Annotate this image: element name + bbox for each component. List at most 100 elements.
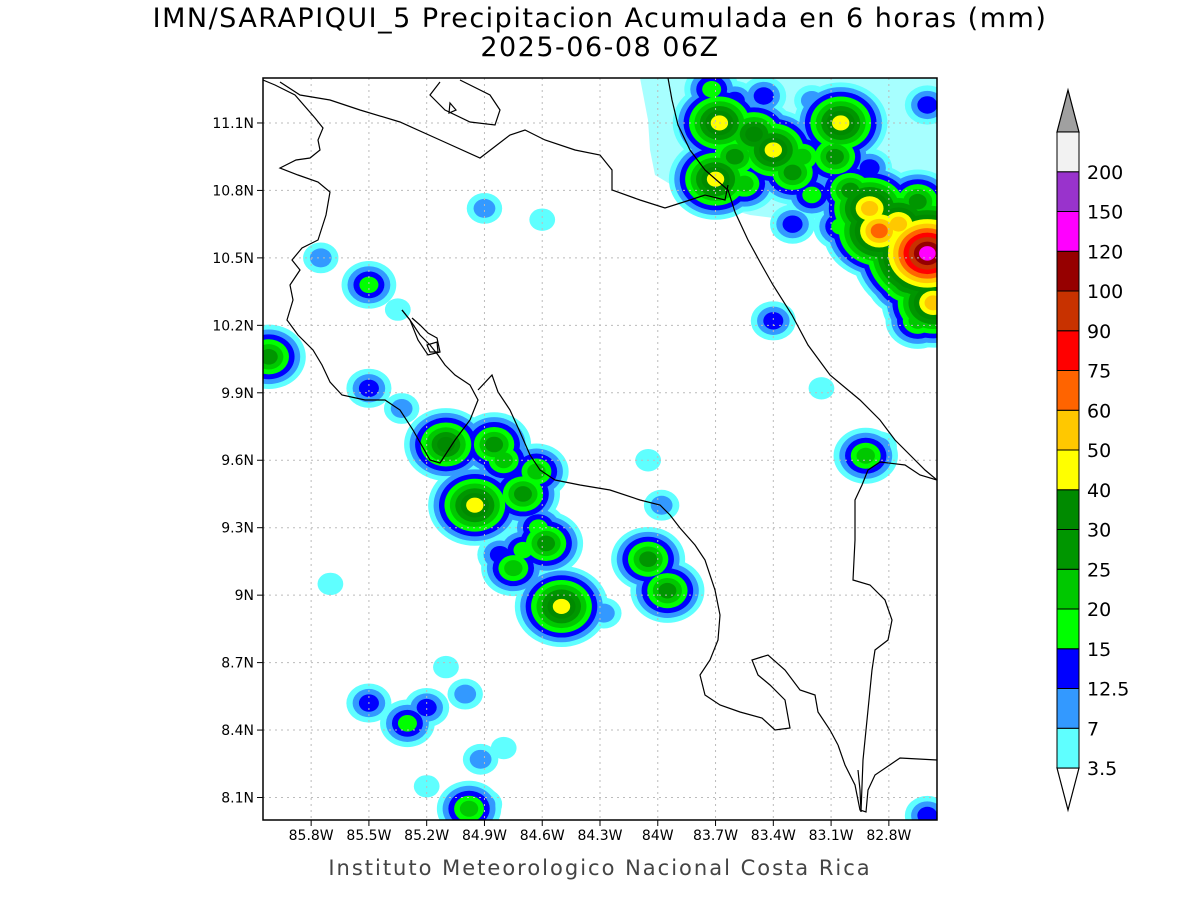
y-tick-label: 8.7N — [221, 656, 254, 672]
x-tick-label: 84.6W — [520, 828, 565, 844]
colorbar-swatch — [1056, 608, 1080, 650]
precip-contour — [466, 497, 484, 513]
grid-lines — [263, 78, 937, 820]
footer-credit: Instituto Meteorologico Nacional Costa R… — [328, 856, 872, 880]
colorbar-swatch — [1056, 648, 1080, 689]
precip-contour — [870, 223, 888, 239]
colorbar-label: 150 — [1087, 202, 1123, 224]
precip-contour — [782, 215, 803, 233]
precip-contour — [309, 248, 332, 268]
x-axis-ticks: 85.8W 85.5W 85.2W 84.9W 84.6W 84.3W 84W 83.7W 83… — [289, 820, 912, 844]
colorbar-swatch — [1056, 330, 1080, 371]
y-axis-ticks: 11.1N 10.8N 10.5N 10.2N 9.9N 9.6N 9.3N 9N 8.7N 8.… — [212, 116, 263, 807]
y-tick-label: 9.9N — [221, 386, 254, 402]
colorbar-label: 3.5 — [1087, 758, 1117, 780]
colorbar-swatch — [1056, 290, 1080, 332]
map-subtitle: 2025-06-08 06Z — [480, 32, 720, 63]
colorbar-label: 60 — [1087, 400, 1111, 422]
colorbar-label: 90 — [1087, 321, 1111, 343]
precip-contour — [485, 436, 504, 453]
x-tick-label: 85.5W — [346, 828, 391, 844]
y-tick-label: 10.5N — [212, 251, 254, 267]
colorbar-swatch — [1056, 370, 1080, 411]
colorbar-swatch — [1056, 131, 1080, 173]
colorbar-label: 12.5 — [1087, 679, 1129, 701]
panama-border — [852, 461, 937, 813]
y-tick-label: 10.2N — [212, 318, 254, 334]
precip-contour — [358, 379, 379, 398]
precip-contour — [359, 276, 379, 294]
precip-contour — [725, 148, 744, 165]
precip-contour — [889, 216, 908, 232]
y-tick-label: 11.1N — [212, 116, 254, 132]
y-tick-label: 9.3N — [221, 521, 254, 537]
lake-nicaragua-shore — [279, 81, 729, 209]
x-tick-label: 84.3W — [577, 828, 622, 844]
colorbar-label: 75 — [1087, 361, 1111, 383]
precip-contour — [433, 655, 459, 679]
lake-island — [448, 101, 457, 114]
precip-contour — [454, 684, 477, 704]
precip-contour — [825, 148, 844, 165]
colorbar-swatch — [1056, 171, 1080, 212]
colorbar-bottom-arrow — [1056, 767, 1080, 813]
colorbar-label: 100 — [1087, 281, 1123, 303]
precip-contour — [764, 142, 783, 158]
precip-contour — [490, 736, 517, 760]
colorbar-label: 15 — [1087, 639, 1111, 661]
x-tick-label: 84W — [642, 828, 674, 844]
small-island — [426, 341, 439, 353]
precip-contour — [317, 572, 344, 596]
precip-contour — [753, 87, 774, 105]
precip-contour — [504, 560, 523, 577]
colorbar-legend: 3.5 7 12.5 15 20 25 30 40 50 60 75 90 100 120 150 200 — [1056, 87, 1129, 813]
colorbar-swatch — [1056, 211, 1080, 252]
x-tick-label: 83.4W — [751, 828, 796, 844]
x-tick-label: 85.2W — [404, 828, 449, 844]
y-tick-label: 8.1N — [221, 791, 254, 807]
precip-contour — [416, 698, 437, 717]
precip-contour — [263, 349, 278, 365]
precip-contour — [808, 377, 835, 400]
precip-contour — [783, 164, 802, 181]
y-tick-label: 8.4N — [221, 723, 254, 739]
precip-contour — [856, 447, 875, 464]
precip-contour — [437, 436, 455, 453]
x-tick-label: 83.7W — [693, 828, 738, 844]
precip-contour — [650, 495, 673, 515]
precip-contour — [917, 96, 937, 114]
lake-nicaragua-inner — [429, 79, 501, 126]
precip-contour — [527, 463, 546, 480]
precip-contour — [917, 806, 937, 820]
colorbar-label: 50 — [1087, 440, 1111, 462]
precip-contour — [390, 399, 413, 419]
colorbar-label: 120 — [1087, 241, 1123, 263]
x-tick-label: 84.9W — [462, 828, 507, 844]
colorbar-label: 200 — [1087, 162, 1123, 184]
precip-contour — [513, 486, 532, 502]
colorbar-swatch — [1056, 529, 1080, 570]
map-title: IMN/SARAPIQUI_5 Precipitacion Acumulada … — [152, 3, 1048, 34]
precip-contour — [908, 193, 927, 210]
colorbar-swatch — [1056, 688, 1080, 729]
colorbar-label: 30 — [1087, 520, 1111, 542]
precip-contour — [384, 298, 411, 321]
precip-contour — [919, 246, 936, 261]
coastline-borders — [263, 78, 937, 813]
precip-contour — [397, 715, 417, 732]
colorbar-swatch — [1056, 449, 1080, 491]
gulf-of-nicoya — [401, 309, 441, 356]
y-tick-label: 9.6N — [221, 453, 254, 469]
colorbar-label: 25 — [1087, 559, 1111, 581]
precip-contour — [529, 208, 556, 231]
colorbar-swatch — [1056, 489, 1080, 530]
precipitation-field — [263, 78, 937, 820]
punta-burica — [857, 769, 862, 813]
pacific-coast-north — [263, 79, 479, 464]
precip-contour — [861, 200, 879, 216]
x-tick-label: 83.1W — [809, 828, 854, 844]
y-tick-label: 10.8N — [212, 183, 254, 199]
x-tick-label: 82.8W — [866, 828, 911, 844]
colorbar-swatch — [1056, 250, 1080, 292]
